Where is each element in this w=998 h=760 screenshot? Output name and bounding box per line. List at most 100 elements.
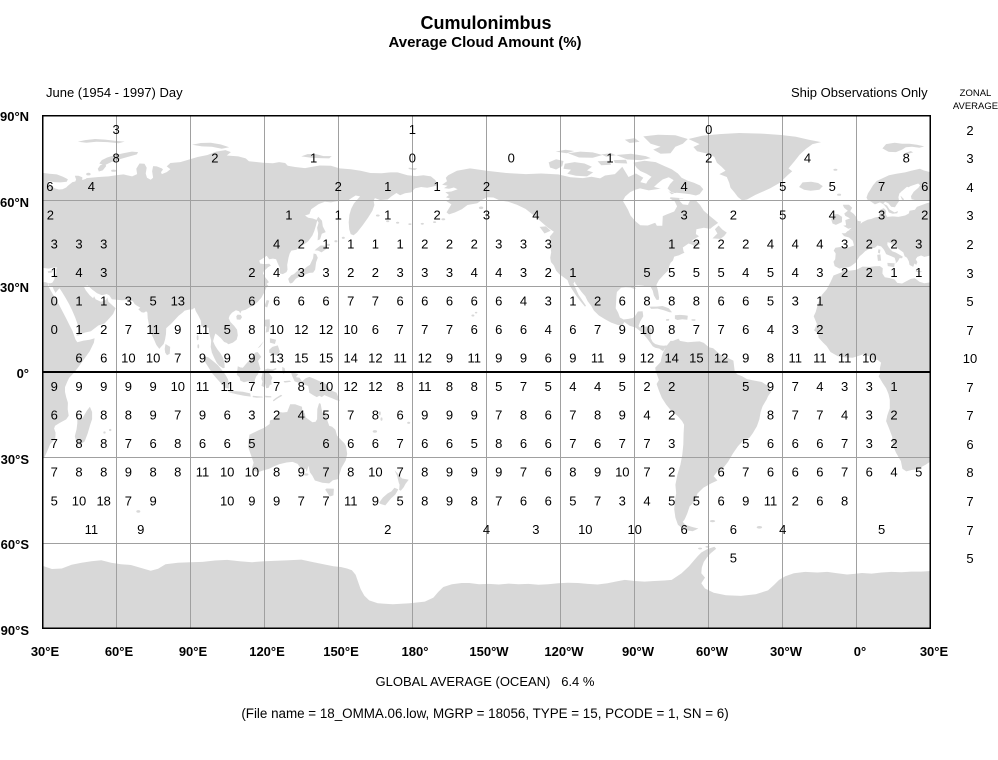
svg-text:9: 9	[298, 465, 305, 480]
svg-text:9: 9	[100, 379, 107, 394]
svg-text:2: 2	[100, 322, 107, 337]
svg-text:9: 9	[372, 493, 379, 508]
svg-text:5: 5	[730, 550, 737, 565]
svg-text:6: 6	[767, 465, 774, 480]
svg-text:10: 10	[627, 522, 641, 537]
svg-text:9: 9	[742, 351, 749, 366]
svg-text:5: 5	[471, 436, 478, 451]
svg-text:2: 2	[273, 408, 280, 423]
svg-text:4: 4	[643, 493, 650, 508]
svg-text:3: 3	[396, 265, 403, 280]
svg-text:6: 6	[446, 436, 453, 451]
svg-text:15: 15	[689, 351, 703, 366]
svg-text:9: 9	[51, 379, 58, 394]
svg-text:6: 6	[149, 436, 156, 451]
svg-text:6: 6	[717, 493, 724, 508]
svg-text:1: 1	[816, 293, 823, 308]
svg-text:7: 7	[322, 493, 329, 508]
svg-text:8: 8	[125, 408, 132, 423]
svg-text:3: 3	[520, 236, 527, 251]
svg-text:6: 6	[322, 436, 329, 451]
svg-text:6: 6	[680, 522, 687, 537]
svg-text:9: 9	[149, 408, 156, 423]
svg-text:10: 10	[171, 379, 185, 394]
svg-text:3: 3	[75, 236, 82, 251]
svg-text:1: 1	[384, 179, 391, 194]
svg-text:3: 3	[841, 379, 848, 394]
svg-text:8: 8	[100, 408, 107, 423]
svg-text:2: 2	[668, 379, 675, 394]
svg-text:5: 5	[767, 265, 774, 280]
svg-text:7: 7	[347, 293, 354, 308]
svg-text:1: 1	[75, 322, 82, 337]
svg-text:3: 3	[545, 293, 552, 308]
svg-text:18: 18	[96, 493, 110, 508]
svg-text:5: 5	[495, 379, 502, 394]
svg-text:6: 6	[619, 293, 626, 308]
svg-text:7: 7	[594, 493, 601, 508]
svg-text:11: 11	[467, 351, 481, 366]
svg-text:2: 2	[347, 265, 354, 280]
svg-text:9: 9	[446, 351, 453, 366]
svg-text:2: 2	[47, 208, 54, 223]
svg-text:6: 6	[594, 436, 601, 451]
svg-text:7: 7	[693, 322, 700, 337]
svg-text:6: 6	[322, 293, 329, 308]
svg-text:11: 11	[764, 493, 778, 508]
svg-text:9: 9	[248, 493, 255, 508]
svg-text:8: 8	[471, 379, 478, 394]
svg-text:7: 7	[495, 493, 502, 508]
svg-text:7: 7	[396, 436, 403, 451]
svg-text:4: 4	[816, 379, 823, 394]
svg-text:6: 6	[248, 293, 255, 308]
svg-text:3: 3	[619, 493, 626, 508]
svg-text:3: 3	[545, 236, 552, 251]
svg-text:2: 2	[705, 151, 712, 166]
svg-text:8: 8	[594, 408, 601, 423]
svg-text:0: 0	[51, 293, 58, 308]
svg-text:15: 15	[294, 351, 308, 366]
svg-text:3: 3	[792, 322, 799, 337]
svg-text:1: 1	[668, 236, 675, 251]
svg-text:2: 2	[866, 236, 873, 251]
svg-text:9: 9	[446, 465, 453, 480]
svg-text:3: 3	[100, 265, 107, 280]
svg-text:10: 10	[319, 379, 333, 394]
svg-text:6: 6	[495, 322, 502, 337]
svg-text:7: 7	[421, 322, 428, 337]
svg-text:6: 6	[46, 179, 53, 194]
svg-text:2: 2	[742, 236, 749, 251]
svg-text:4: 4	[569, 379, 576, 394]
svg-text:7: 7	[174, 408, 181, 423]
svg-text:3: 3	[532, 522, 539, 537]
svg-text:12: 12	[294, 322, 308, 337]
svg-text:4: 4	[829, 208, 836, 223]
svg-text:11: 11	[393, 351, 407, 366]
svg-text:6: 6	[816, 465, 823, 480]
svg-text:8: 8	[75, 436, 82, 451]
svg-text:12: 12	[368, 379, 382, 394]
svg-text:6: 6	[372, 322, 379, 337]
svg-text:5: 5	[693, 493, 700, 508]
svg-text:9: 9	[273, 493, 280, 508]
svg-text:1: 1	[569, 293, 576, 308]
svg-text:12: 12	[714, 351, 728, 366]
svg-text:8: 8	[569, 465, 576, 480]
svg-text:8: 8	[841, 493, 848, 508]
svg-text:2: 2	[248, 265, 255, 280]
svg-text:9: 9	[199, 408, 206, 423]
svg-text:11: 11	[196, 465, 210, 480]
svg-text:14: 14	[664, 351, 678, 366]
svg-text:11: 11	[220, 379, 234, 394]
svg-text:2: 2	[384, 522, 391, 537]
svg-text:9: 9	[174, 322, 181, 337]
svg-text:11: 11	[196, 322, 210, 337]
svg-text:6: 6	[199, 436, 206, 451]
svg-text:0: 0	[409, 151, 416, 166]
svg-text:6: 6	[372, 436, 379, 451]
svg-text:7: 7	[569, 408, 576, 423]
svg-text:3: 3	[866, 379, 873, 394]
svg-text:2: 2	[433, 208, 440, 223]
svg-text:6: 6	[866, 465, 873, 480]
svg-text:8: 8	[668, 293, 675, 308]
